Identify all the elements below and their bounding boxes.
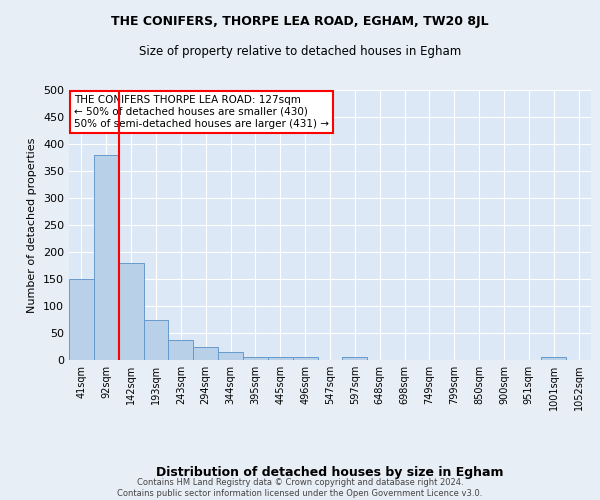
Text: Contains HM Land Registry data © Crown copyright and database right 2024.
Contai: Contains HM Land Registry data © Crown c… (118, 478, 482, 498)
Bar (94, 155, 119, 360)
Y-axis label: Number of detached properties: Number of detached properties (28, 138, 37, 312)
Text: THE CONIFERS, THORPE LEA ROAD, EGHAM, TW20 8JL: THE CONIFERS, THORPE LEA ROAD, EGHAM, TW… (111, 15, 489, 28)
Bar (169, 340, 193, 360)
X-axis label: Distribution of detached houses by size in Egham: Distribution of detached houses by size … (156, 466, 504, 479)
Bar (193, 346, 218, 360)
Bar (541, 358, 566, 360)
Bar (243, 357, 268, 360)
Bar (268, 358, 293, 360)
Bar (69, 279, 94, 360)
Bar (218, 352, 243, 360)
Bar (293, 358, 317, 360)
Bar (343, 358, 367, 360)
Bar (143, 320, 169, 360)
Text: Size of property relative to detached houses in Egham: Size of property relative to detached ho… (139, 45, 461, 58)
Bar (119, 263, 143, 360)
Text: THE CONIFERS THORPE LEA ROAD: 127sqm
← 50% of detached houses are smaller (430)
: THE CONIFERS THORPE LEA ROAD: 127sqm ← 5… (74, 96, 329, 128)
